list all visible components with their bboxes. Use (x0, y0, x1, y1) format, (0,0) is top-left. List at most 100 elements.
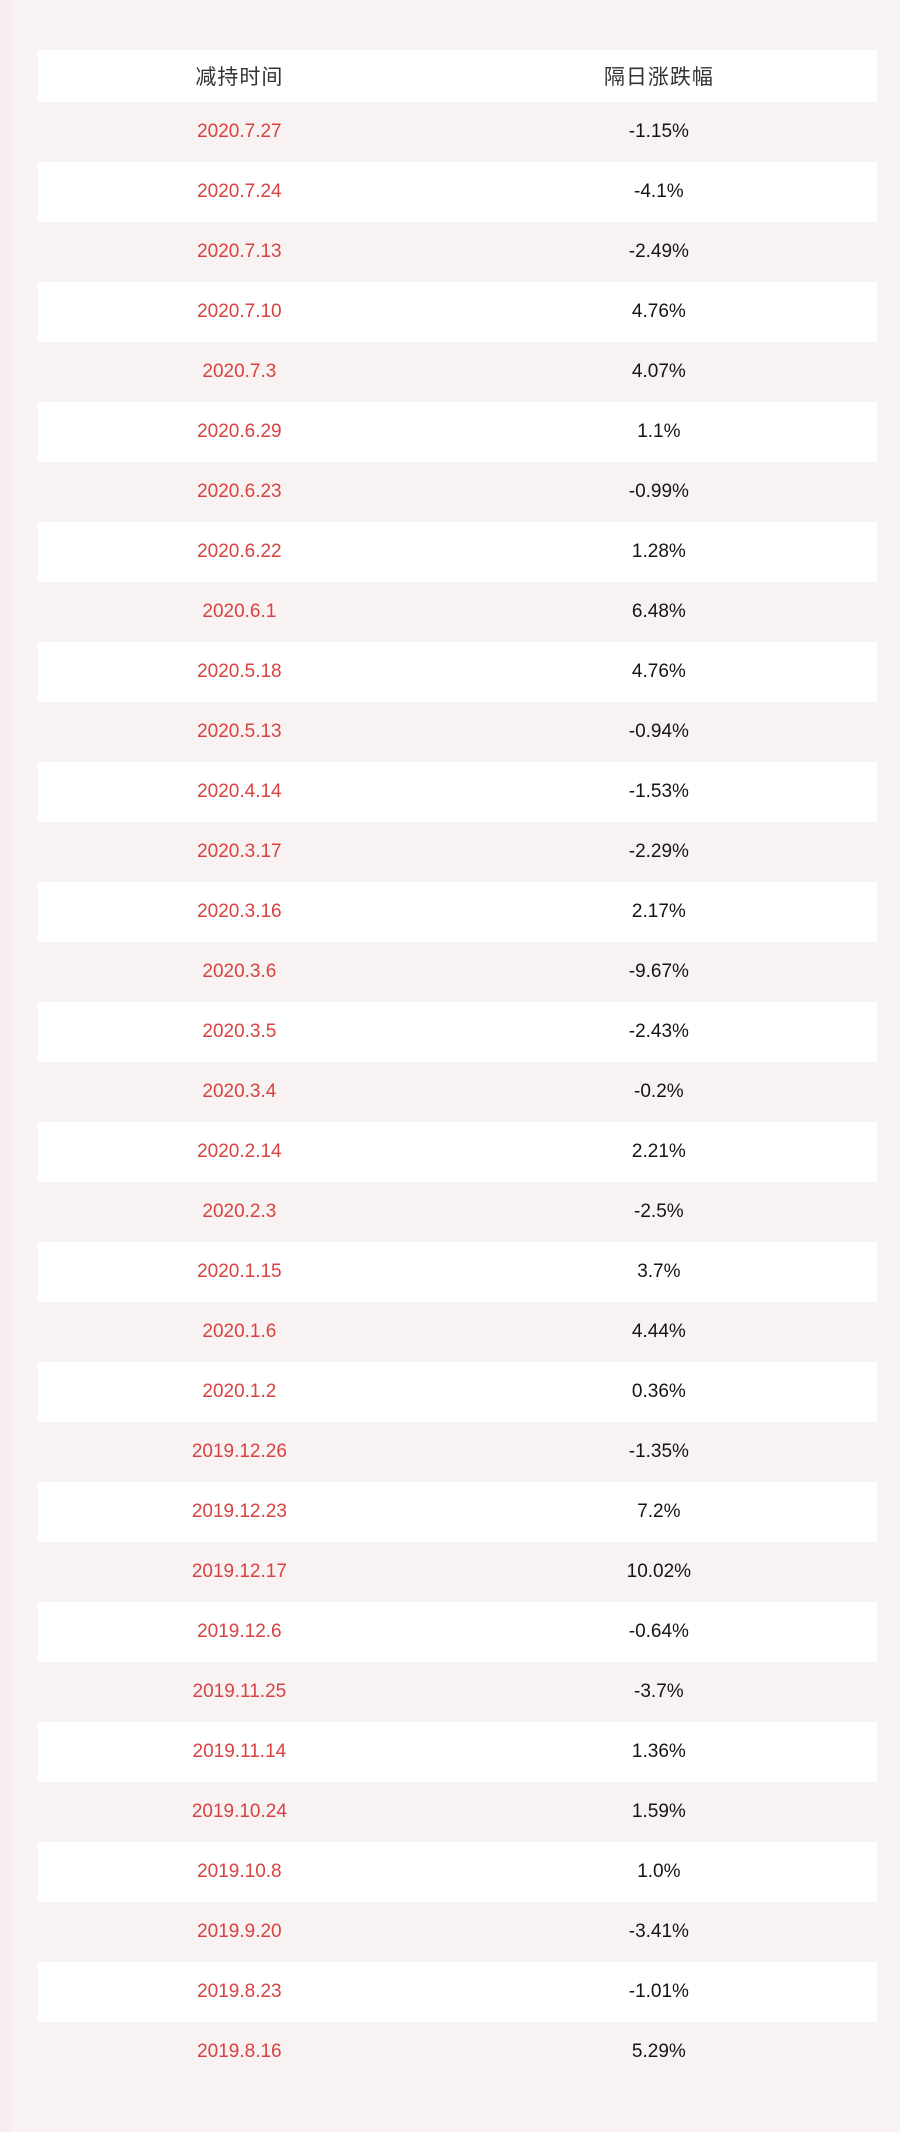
table-row: 2020.6.22 1.28% (38, 522, 877, 582)
reduction-history-table: 减持时间 隔日涨跌幅 2020.7.27 -1.15% 2020.7.24 -4… (38, 50, 877, 2082)
table-row: 2019.10.24 1.59% (38, 1782, 877, 1842)
table-row: 2019.11.25 -3.7% (38, 1662, 877, 1722)
cell-next-day-change: 7.2% (637, 1501, 681, 1522)
cell-next-day-change: 4.07% (631, 361, 686, 382)
table-row: 2019.10.8 1.0% (38, 1842, 877, 1902)
table-row: 2019.8.23 -1.01% (38, 1962, 877, 2022)
table-row: 2020.6.29 1.1% (38, 402, 877, 462)
cell-reduction-date: 2020.5.18 (197, 661, 282, 682)
cell-reduction-date: 2019.12.26 (191, 1441, 287, 1462)
cell-reduction-date: 2020.4.14 (197, 781, 282, 802)
cell-next-day-change: 10.02% (626, 1561, 692, 1582)
cell-reduction-date: 2020.1.6 (202, 1321, 277, 1342)
table-row: 2020.2.3 -2.5% (38, 1182, 877, 1242)
page-left-margin-strip (0, 0, 12, 2132)
cell-reduction-date: 2019.10.24 (191, 1801, 287, 1822)
cell-reduction-date: 2019.12.17 (191, 1561, 287, 1582)
cell-next-day-change: -3.41% (628, 1921, 689, 1942)
cell-reduction-date: 2020.6.1 (202, 601, 277, 622)
table-row: 2019.9.20 -3.41% (38, 1902, 877, 1962)
cell-next-day-change: 0.36% (631, 1381, 686, 1402)
cell-reduction-date: 2020.1.2 (202, 1381, 277, 1402)
cell-next-day-change: -4.1% (634, 181, 684, 202)
cell-reduction-date: 2019.8.23 (197, 1981, 282, 2002)
cell-reduction-date: 2019.11.14 (192, 1741, 287, 1762)
table-row: 2020.6.23 -0.99% (38, 462, 877, 522)
cell-next-day-change: -2.5% (634, 1201, 684, 1222)
cell-next-day-change: -0.64% (628, 1621, 689, 1642)
cell-next-day-change: -1.15% (628, 121, 689, 142)
cell-next-day-change: -2.29% (628, 841, 689, 862)
cell-reduction-date: 2020.3.5 (202, 1021, 277, 1042)
cell-next-day-change: 3.7% (637, 1261, 681, 1282)
cell-next-day-change: -3.7% (634, 1681, 684, 1702)
cell-reduction-date: 2020.1.15 (197, 1261, 282, 1282)
cell-next-day-change: 1.28% (631, 541, 686, 562)
cell-next-day-change: -1.35% (628, 1441, 689, 1462)
cell-next-day-change: 2.17% (631, 901, 686, 922)
cell-reduction-date: 2020.2.3 (202, 1201, 277, 1222)
table-header-row: 减持时间 隔日涨跌幅 (38, 50, 877, 102)
cell-reduction-date: 2019.12.23 (191, 1501, 287, 1522)
cell-reduction-date: 2019.11.25 (192, 1681, 287, 1702)
table-row: 2020.7.24 -4.1% (38, 162, 877, 222)
cell-reduction-date: 2019.9.20 (197, 1921, 282, 1942)
cell-next-day-change: -2.43% (628, 1021, 689, 1042)
cell-next-day-change: 4.76% (631, 301, 686, 322)
table-row: 2020.7.13 -2.49% (38, 222, 877, 282)
table-row: 2019.12.6 -0.64% (38, 1602, 877, 1662)
cell-reduction-date: 2020.5.13 (197, 721, 282, 742)
cell-reduction-date: 2020.7.24 (197, 181, 282, 202)
cell-next-day-change: 4.44% (631, 1321, 686, 1342)
cell-reduction-date: 2020.6.23 (197, 481, 282, 502)
table-row: 2020.3.4 -0.2% (38, 1062, 877, 1122)
table-row: 2020.3.16 2.17% (38, 882, 877, 942)
cell-reduction-date: 2020.3.6 (202, 961, 277, 982)
table-row: 2020.2.14 2.21% (38, 1122, 877, 1182)
table-row: 2020.3.5 -2.43% (38, 1002, 877, 1062)
table-row: 2019.8.16 5.29% (38, 2022, 877, 2082)
cell-next-day-change: 1.1% (637, 421, 681, 442)
cell-reduction-date: 2020.7.27 (197, 121, 282, 142)
table-row: 2019.12.23 7.2% (38, 1482, 877, 1542)
cell-reduction-date: 2019.12.6 (197, 1621, 282, 1642)
table-row: 2020.5.18 4.76% (38, 642, 877, 702)
cell-next-day-change: -0.94% (628, 721, 689, 742)
table-row: 2019.12.26 -1.35% (38, 1422, 877, 1482)
cell-reduction-date: 2020.7.10 (197, 301, 282, 322)
cell-reduction-date: 2019.8.16 (197, 2041, 282, 2062)
cell-next-day-change: 2.21% (631, 1141, 686, 1162)
cell-next-day-change: -1.53% (628, 781, 689, 802)
cell-reduction-date: 2019.10.8 (197, 1861, 282, 1882)
table-row: 2020.7.3 4.07% (38, 342, 877, 402)
cell-reduction-date: 2020.7.3 (202, 361, 277, 382)
table-row: 2019.11.14 1.36% (38, 1722, 877, 1782)
cell-reduction-date: 2020.3.17 (197, 841, 282, 862)
cell-next-day-change: -0.99% (628, 481, 689, 502)
table-row: 2020.4.14 -1.53% (38, 762, 877, 822)
cell-reduction-date: 2020.7.13 (197, 241, 282, 262)
cell-next-day-change: 4.76% (631, 661, 686, 682)
table-body: 2020.7.27 -1.15% 2020.7.24 -4.1% 2020.7.… (38, 102, 877, 2082)
table-row: 2020.1.15 3.7% (38, 1242, 877, 1302)
table-row: 2020.1.2 0.36% (38, 1362, 877, 1422)
cell-reduction-date: 2020.3.16 (197, 901, 282, 922)
column-header-reduction-date: 减持时间 (195, 66, 284, 89)
cell-next-day-change: 1.36% (631, 1741, 686, 1762)
column-header-next-day-change: 隔日涨跌幅 (603, 66, 714, 89)
table-row: 2020.3.6 -9.67% (38, 942, 877, 1002)
cell-reduction-date: 2020.6.22 (197, 541, 282, 562)
cell-reduction-date: 2020.2.14 (197, 1141, 282, 1162)
table-row: 2019.12.17 10.02% (38, 1542, 877, 1602)
cell-next-day-change: -9.67% (628, 961, 689, 982)
table-row: 2020.5.13 -0.94% (38, 702, 877, 762)
table-row: 2020.7.10 4.76% (38, 282, 877, 342)
cell-reduction-date: 2020.3.4 (202, 1081, 277, 1102)
table-row: 2020.6.1 6.48% (38, 582, 877, 642)
cell-next-day-change: 6.48% (631, 601, 686, 622)
table-row: 2020.3.17 -2.29% (38, 822, 877, 882)
cell-next-day-change: 1.59% (631, 1801, 686, 1822)
cell-next-day-change: 5.29% (631, 2041, 686, 2062)
table-row: 2020.1.6 4.44% (38, 1302, 877, 1362)
table-row: 2020.7.27 -1.15% (38, 102, 877, 162)
